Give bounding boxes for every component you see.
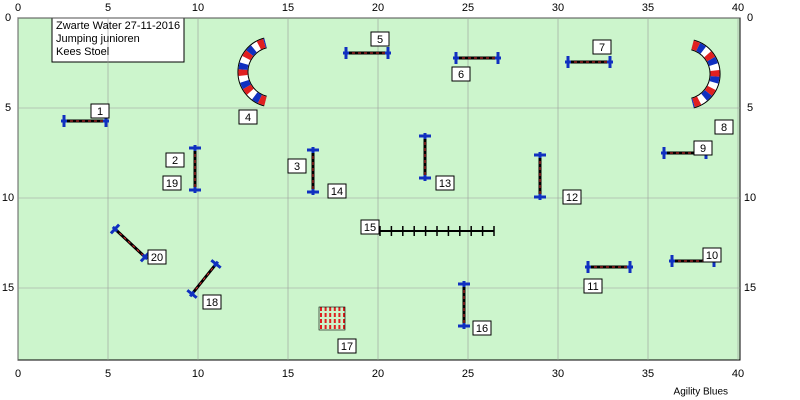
obstacle-label: 2 [172,155,178,167]
obstacle-label-box [370,31,390,47]
tunnel-stripe-blue [691,40,720,108]
y-tick-label: 15 [744,282,756,294]
obstacle-label: 16 [476,323,488,335]
obstacle-label: 18 [206,297,218,309]
jump-wing-end [141,253,149,261]
header-line: Zwarte Water 27-11-2016 [56,20,180,32]
footer: Agility Blues [674,387,728,398]
y-tick-label: 5 [5,102,11,114]
obstacle-label: 4 [245,112,251,124]
obstacle-label-box [162,175,182,191]
x-tick-label: 15 [282,2,294,14]
x-tick-label: 35 [642,2,654,14]
obstacle-label: 3 [294,161,300,173]
x-tick-label: 10 [192,368,204,380]
obstacle-label-box [287,158,307,174]
obstacle-label: 9 [700,143,706,155]
x-tick-label: 40 [732,368,744,380]
jump-wing-end [212,260,220,268]
x-tick-label: 0 [15,2,21,14]
header-line: Kees Stoel [56,46,109,58]
x-tick-label: 20 [372,2,384,14]
header-line: Jumping junioren [56,33,140,45]
obstacle-label-box [714,119,734,135]
obstacle-label-box [451,66,471,82]
obstacle-label-box [693,140,713,156]
obstacle-label: 17 [341,341,353,353]
field [17,17,741,361]
y-tick-label: 10 [2,192,14,204]
obstacle-label-box [435,175,455,191]
x-tick-label: 40 [732,2,744,14]
obstacle-label-box [90,103,110,119]
obstacle-label: 1 [97,106,103,118]
obstacle-label-box [337,338,357,354]
y-tick-label: 0 [747,12,753,24]
obstacle-label: 11 [587,281,598,293]
tunnel-stripe-blue [238,38,267,106]
obstacle-label-box [583,278,603,294]
obstacle-label: 8 [721,122,727,134]
tunnel-stripe [238,38,267,106]
header-box [51,17,185,63]
x-tick-label: 30 [552,2,564,14]
jump-wing-end [111,225,119,233]
weave-frame [318,306,346,331]
obstacle-label-box [165,152,185,168]
jump-stripe [114,228,146,258]
x-tick-label: 30 [552,368,564,380]
obstacle-label: 19 [166,178,178,190]
x-tick-label: 20 [372,368,384,380]
obstacle-label: 20 [151,252,163,264]
obstacle-label-box [592,39,612,55]
obstacle-label: 15 [364,222,376,234]
jump-wing-end [188,290,196,298]
x-tick-label: 5 [105,2,111,14]
y-tick-label: 10 [744,192,756,204]
obstacle-label-box [360,219,380,235]
obstacle-label: 7 [599,42,605,54]
x-tick-label: 10 [192,2,204,14]
obstacle-label-box [327,183,347,199]
y-tick-label: 0 [5,12,11,24]
obstacle-label-box [202,294,222,310]
obstacle-label-box [702,247,722,263]
x-tick-label: 25 [462,2,474,14]
obstacle-label-box [147,249,167,265]
obstacle-label: 13 [439,178,451,190]
obstacle-label: 5 [377,34,383,46]
x-tick-label: 15 [282,368,294,380]
obstacle-label-box [238,109,258,125]
x-tick-label: 35 [642,368,654,380]
tunnel-stripe [691,40,720,108]
x-tick-label: 5 [105,368,111,380]
obstacle-label-box [562,189,582,205]
y-tick-label: 15 [2,282,14,294]
y-tick-label: 5 [747,102,753,114]
obstacle-label: 12 [566,192,578,204]
obstacle-label: 6 [458,69,464,81]
jump-stripe [191,263,217,295]
obstacle-label: 10 [706,250,718,262]
obstacle-label-box [472,320,492,336]
obstacle-label: 14 [331,186,343,198]
x-tick-label: 0 [15,368,21,380]
x-tick-label: 25 [462,368,474,380]
